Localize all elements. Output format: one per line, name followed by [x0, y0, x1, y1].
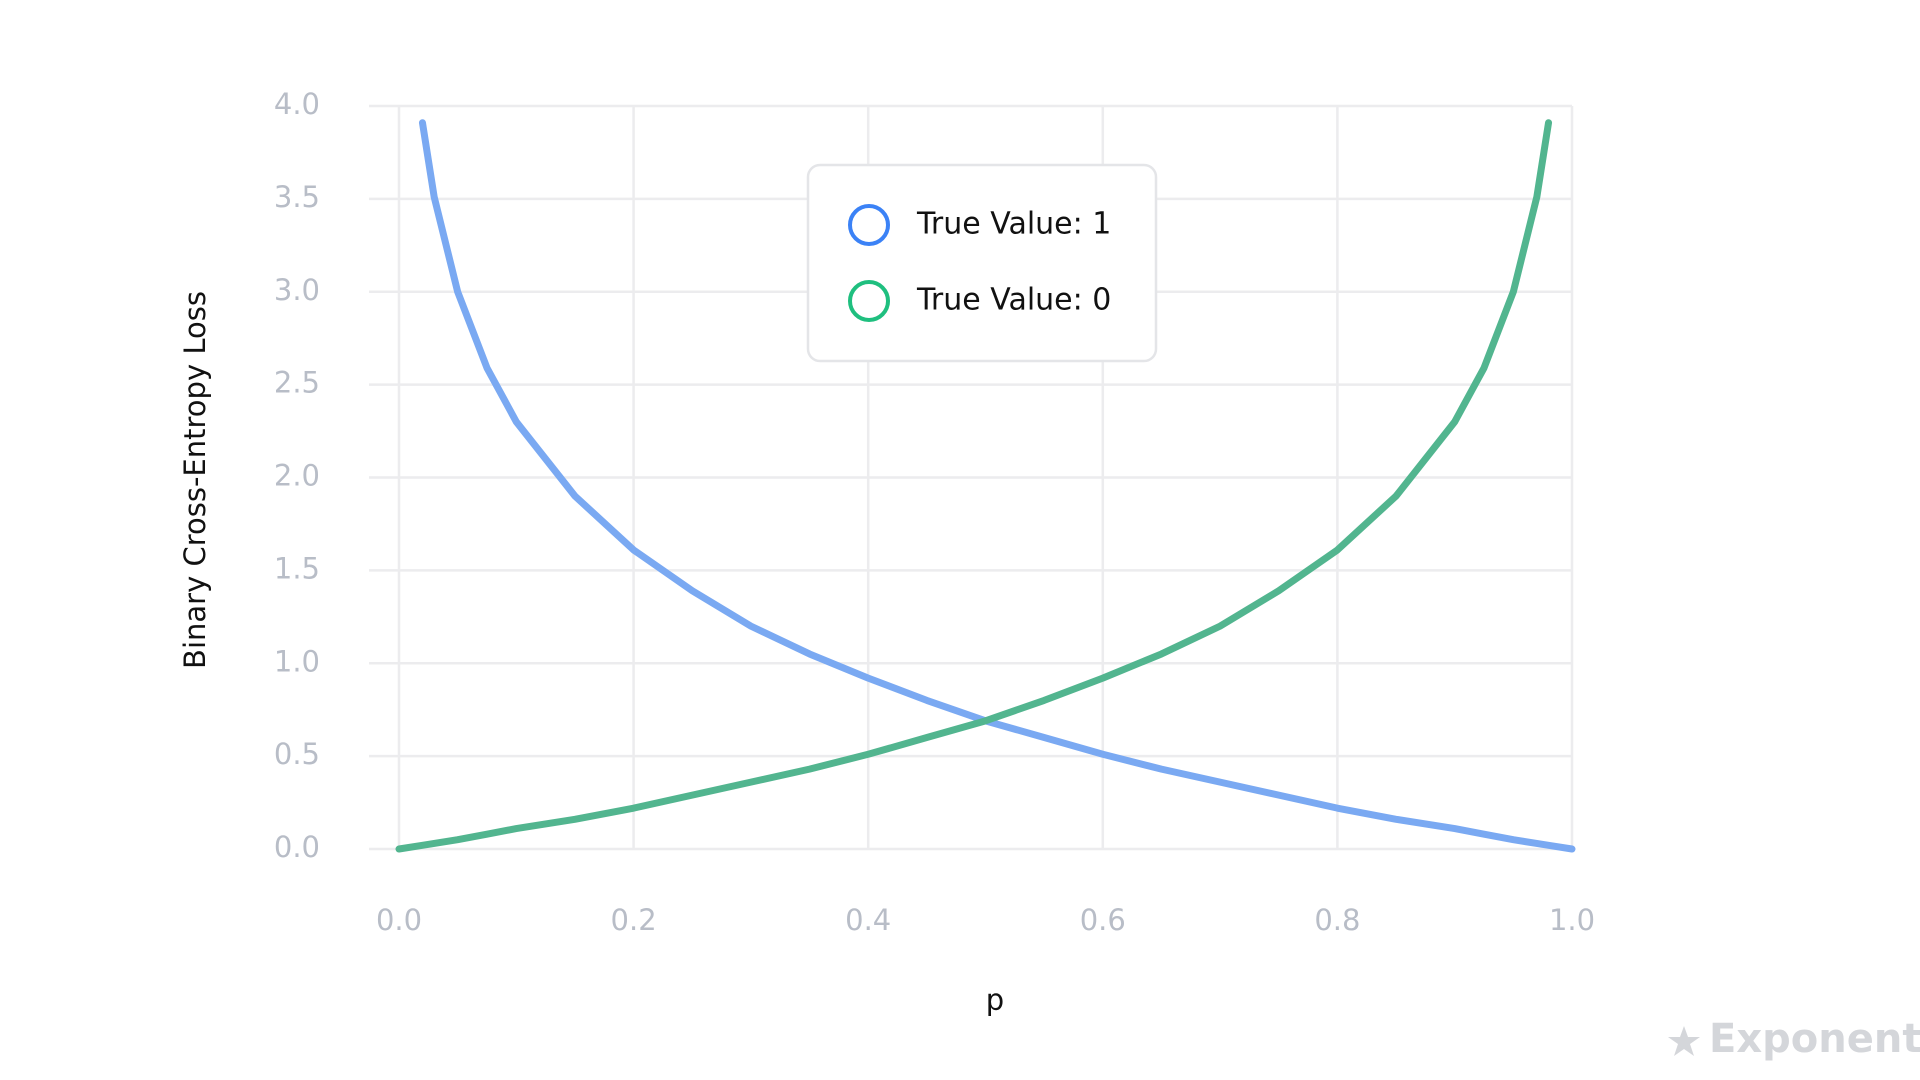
x-tick-label: 0.0 — [376, 903, 422, 937]
y-tick-label: 3.5 — [274, 180, 320, 214]
legend-marker — [848, 280, 890, 322]
x-tick-label: 0.6 — [1080, 903, 1126, 937]
x-tick-label: 0.2 — [611, 903, 657, 937]
legend-label: True Value: 1 — [916, 207, 1111, 242]
legend-marker — [848, 204, 890, 246]
x-tick-label: 0.4 — [845, 903, 891, 937]
y-axis-label: Binary Cross-Entropy Loss — [178, 291, 212, 669]
y-tick-label: 0.0 — [274, 830, 320, 864]
line-series — [418, 119, 1576, 853]
watermark: Exponent — [1709, 1016, 1920, 1062]
y-tick-label: 1.5 — [274, 551, 320, 585]
legend-label: True Value: 0 — [916, 283, 1111, 318]
x-axis-label: p — [986, 983, 1004, 1017]
watermark-group: Exponent — [1668, 1016, 1920, 1062]
watermark-icon — [1668, 1026, 1700, 1056]
y-tick-label: 2.5 — [274, 366, 320, 400]
y-tick-label: 2.0 — [274, 459, 320, 493]
legend: True Value: 1 True Value: 0 — [806, 163, 1158, 363]
y-tick-label: 4.0 — [274, 87, 320, 121]
x-tick-label: 1.0 — [1549, 903, 1595, 937]
legend-box — [806, 163, 1158, 363]
x-tick-label: 0.8 — [1314, 903, 1360, 937]
y-tick-label: 0.5 — [274, 737, 320, 771]
y-tick-label: 1.0 — [274, 644, 320, 678]
y-tick-label: 3.0 — [274, 273, 320, 307]
line-series — [395, 119, 1553, 853]
